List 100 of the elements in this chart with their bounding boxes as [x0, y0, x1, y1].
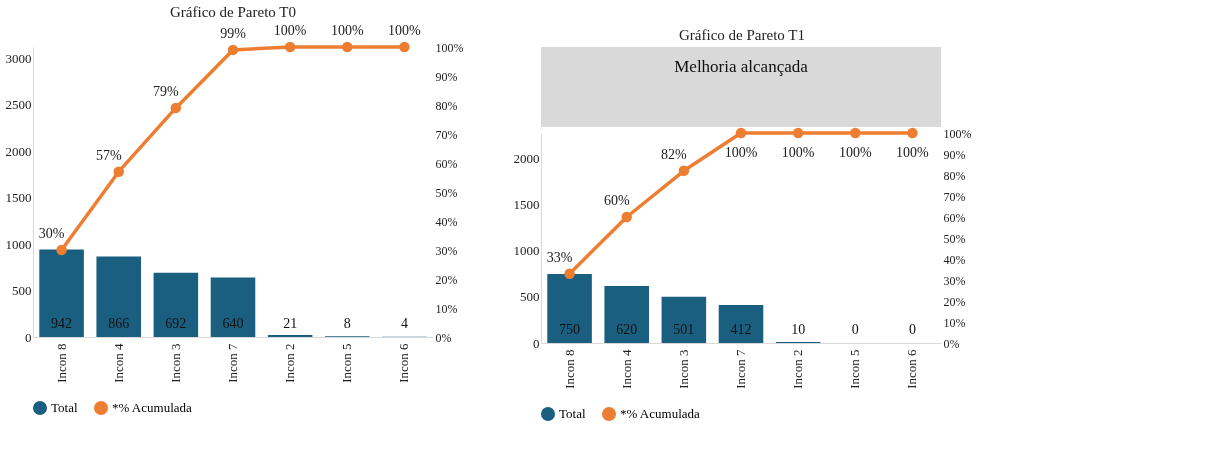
data-label: 501 — [673, 322, 695, 337]
legend-label: *% Acumulada — [620, 406, 701, 421]
data-label: 82% — [661, 146, 688, 162]
y2-tick-label: 50% — [435, 185, 458, 200]
y-tick-label: 500 — [12, 283, 32, 299]
legend-label: *% Acumulada — [112, 400, 193, 415]
data-label: 100% — [896, 145, 930, 160]
y-tick-label: 1500 — [5, 190, 32, 206]
x-tick-label: Incon 6 — [904, 349, 920, 389]
data-label: 60% — [603, 193, 630, 208]
data-label: 30% — [38, 226, 65, 241]
point — [735, 127, 747, 139]
data-label: 4 — [400, 316, 408, 331]
point — [678, 165, 690, 177]
y2-tick-label: 100% — [435, 40, 464, 55]
x-tick-label: Incon 5 — [339, 343, 355, 383]
data-label: 100% — [330, 23, 364, 38]
x-tick-label: Incon 2 — [790, 349, 806, 389]
chart-title: Gráfico de Pareto T1 — [679, 27, 805, 43]
data-label: 620 — [616, 322, 638, 337]
point — [284, 41, 296, 53]
y2-tick-label: 40% — [435, 214, 458, 229]
bar — [718, 305, 764, 343]
y-tick-label: 0 — [533, 335, 540, 351]
x-tick-label: Incon 6 — [396, 343, 412, 383]
data-label: 100% — [273, 23, 307, 38]
x-tick-label: Incon 2 — [282, 343, 298, 383]
data-label: 0 — [908, 322, 916, 337]
y2-tick-label: 90% — [435, 69, 458, 84]
data-label: 10 — [791, 322, 806, 337]
point — [113, 166, 124, 177]
x-tick-label: Incon 4 — [618, 349, 634, 389]
y2-tick-label: 40% — [943, 252, 966, 267]
bar — [39, 249, 84, 337]
data-label: 99% — [220, 25, 247, 41]
chart-title: Gráfico de Pareto T0 — [170, 4, 296, 20]
data-label: 100% — [388, 23, 422, 38]
point — [399, 41, 410, 53]
y-tick-label: 500 — [520, 289, 540, 305]
y2-tick-label: 0% — [943, 336, 960, 351]
data-label: 100% — [724, 145, 758, 160]
bar — [604, 285, 649, 343]
x-tick-label: Incon 7 — [733, 349, 748, 389]
x-tick-label: Incon 3 — [167, 343, 183, 383]
x-tick-label: Incon 8 — [53, 343, 69, 383]
y2-tick-label: 90% — [943, 147, 966, 162]
y2-tick-label: 30% — [435, 243, 458, 258]
x-tick-label: Incon 8 — [561, 349, 577, 389]
bar — [96, 256, 141, 337]
y2-tick-label: 60% — [435, 156, 458, 171]
y-tick-label: 1000 — [513, 243, 540, 259]
x-tick-label: Incon 5 — [847, 349, 863, 389]
bar — [547, 273, 592, 343]
y2-tick-label: 80% — [435, 98, 458, 113]
x-tick-label: Incon 3 — [675, 349, 691, 389]
y2-tick-label: 50% — [943, 231, 966, 246]
y-tick-label: 1000 — [5, 236, 32, 252]
y-tick-label: 2500 — [5, 97, 32, 113]
data-label: 100% — [838, 145, 872, 160]
data-label: 412 — [730, 322, 752, 337]
data-label: 8 — [343, 316, 351, 331]
y2-tick-label: 70% — [435, 127, 458, 142]
data-label: 33% — [546, 249, 573, 265]
y-tick-label: 1500 — [513, 197, 540, 213]
point — [342, 41, 353, 53]
point — [170, 102, 182, 114]
y2-tick-label: 30% — [943, 273, 966, 288]
y2-tick-label: 60% — [943, 210, 966, 225]
data-label: 79% — [153, 83, 180, 99]
y2-tick-label: 100% — [943, 126, 972, 141]
point — [564, 268, 575, 279]
y2-tick-label: 10% — [435, 301, 458, 316]
point — [907, 127, 918, 139]
point — [850, 127, 861, 139]
bar — [153, 272, 199, 337]
y2-tick-label: 80% — [943, 168, 966, 183]
y-tick-label: 2000 — [513, 151, 540, 167]
data-label: 692 — [165, 316, 187, 331]
data-label: 866 — [108, 316, 130, 331]
y2-tick-label: 20% — [435, 272, 458, 287]
x-tick-label: Incon 4 — [110, 343, 126, 383]
point — [792, 127, 804, 139]
point — [227, 44, 239, 56]
data-label: 0 — [851, 322, 859, 337]
text: Melhoria alcançada — [674, 57, 809, 76]
y-tick-label: 0 — [25, 329, 32, 345]
data-label: 57% — [95, 147, 122, 163]
y2-tick-label: 70% — [943, 189, 966, 204]
y2-tick-label: 10% — [943, 315, 966, 330]
y2-tick-label: 0% — [435, 330, 452, 345]
data-label: 100% — [781, 145, 815, 160]
point — [56, 244, 67, 256]
x-tick-label: Incon 7 — [225, 343, 240, 383]
y2-tick-label: 20% — [943, 294, 966, 309]
data-label: 942 — [51, 316, 73, 331]
bar — [661, 296, 707, 343]
data-label: 21 — [283, 316, 298, 331]
data-label: 640 — [222, 316, 244, 331]
bar — [210, 277, 256, 337]
data-label: 750 — [559, 322, 581, 337]
